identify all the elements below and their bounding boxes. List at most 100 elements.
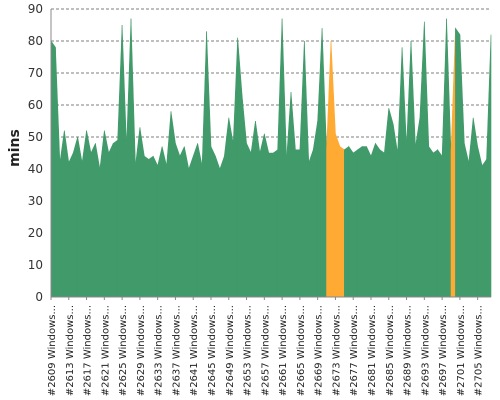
area-segment bbox=[304, 40, 310, 298]
area-segment bbox=[437, 148, 443, 298]
area-segment bbox=[477, 146, 483, 298]
area-segment bbox=[179, 146, 185, 298]
area-segment bbox=[366, 146, 372, 298]
x-tick-label: #2689 Windows... bbox=[403, 305, 414, 396]
x-tick-label: #2621 Windows... bbox=[100, 305, 111, 396]
area-segment bbox=[250, 120, 256, 298]
area-segment bbox=[281, 18, 287, 298]
area-segment bbox=[446, 18, 452, 298]
area-segment bbox=[428, 145, 434, 298]
area-segment bbox=[68, 152, 74, 298]
area-segment bbox=[81, 130, 87, 298]
area-segment bbox=[72, 136, 78, 298]
area-segment bbox=[215, 156, 221, 298]
area-segment bbox=[344, 146, 350, 298]
area-segment-highlight bbox=[450, 28, 456, 298]
y-tick-label: 20 bbox=[28, 226, 43, 240]
area-segment bbox=[224, 117, 230, 298]
y-tick-label: 60 bbox=[28, 98, 43, 112]
area-segment bbox=[112, 139, 118, 298]
area-segment bbox=[232, 37, 238, 298]
x-tick-label: #2625 Windows... bbox=[118, 305, 129, 396]
x-tick-label: #2665 Windows... bbox=[296, 305, 307, 396]
area-segment bbox=[384, 108, 390, 298]
area-segment bbox=[135, 127, 141, 298]
area-segment bbox=[210, 146, 216, 298]
y-tick-label: 50 bbox=[28, 130, 43, 144]
area-segment bbox=[139, 127, 145, 298]
x-tick-label: #2653 Windows... bbox=[243, 305, 254, 396]
y-tick-label: 30 bbox=[28, 194, 43, 208]
area-segment bbox=[108, 143, 114, 298]
area-segment bbox=[317, 28, 323, 298]
area-segment bbox=[406, 40, 412, 298]
area-segment bbox=[419, 21, 425, 298]
area-segment bbox=[312, 120, 318, 298]
x-tick-label: #2669 Windows... bbox=[314, 305, 325, 396]
area-segment bbox=[201, 31, 207, 298]
area-segment bbox=[268, 152, 274, 298]
area-segment bbox=[161, 146, 167, 298]
area-segment bbox=[59, 130, 65, 298]
area-segment bbox=[241, 95, 247, 298]
area-series bbox=[50, 18, 492, 298]
area-segment bbox=[148, 155, 154, 298]
x-tick-label: #2613 Windows... bbox=[65, 305, 76, 396]
y-tick-label: 80 bbox=[28, 34, 43, 48]
area-segment bbox=[157, 146, 163, 298]
area-segment bbox=[152, 156, 158, 298]
area-segment bbox=[388, 108, 394, 298]
x-tick-label: #2637 Windows... bbox=[171, 305, 182, 396]
area-segment bbox=[290, 92, 296, 298]
area-segment bbox=[144, 155, 150, 298]
area-segment bbox=[375, 142, 381, 298]
area-segment bbox=[166, 111, 172, 298]
area-segment bbox=[468, 117, 474, 298]
area-segment bbox=[219, 156, 225, 298]
x-tick-label: #2629 Windows... bbox=[136, 305, 147, 396]
y-tick-label: 40 bbox=[28, 162, 43, 176]
x-tick-label: #2677 Windows... bbox=[349, 305, 360, 396]
area-segment bbox=[264, 133, 270, 298]
area-segment bbox=[361, 146, 367, 298]
x-tick-label: #2609 Windows... bbox=[47, 305, 58, 396]
area-segment bbox=[90, 143, 96, 298]
x-tick-label: #2661 Windows... bbox=[278, 305, 289, 396]
area-segment bbox=[321, 28, 327, 298]
area-segment-highlight bbox=[330, 40, 336, 298]
area-segment-highlight bbox=[335, 133, 341, 298]
area-segment bbox=[348, 145, 354, 298]
area-segment bbox=[188, 156, 194, 298]
area-segment bbox=[175, 143, 181, 298]
area-segment bbox=[170, 111, 176, 298]
x-tick-label: #2649 Windows... bbox=[225, 305, 236, 396]
area-segment bbox=[55, 47, 61, 298]
area-segment bbox=[379, 149, 385, 298]
area-segment bbox=[481, 158, 487, 298]
area-segment bbox=[77, 136, 83, 298]
area-segment bbox=[455, 27, 461, 298]
area-segment bbox=[472, 117, 478, 298]
area-segment bbox=[352, 149, 358, 298]
area-segment bbox=[255, 120, 261, 298]
area-segment bbox=[104, 130, 110, 298]
area-segment bbox=[259, 133, 265, 298]
area-segment bbox=[95, 143, 101, 298]
x-tick-label: #2697 Windows... bbox=[438, 305, 449, 396]
y-tick-label: 10 bbox=[28, 258, 43, 272]
area-segment bbox=[99, 130, 105, 298]
x-tick-label: #2681 Windows... bbox=[367, 305, 378, 396]
x-tick-label: #2645 Windows... bbox=[207, 305, 218, 396]
area-segment bbox=[126, 18, 132, 298]
x-tick-label: #2617 Windows... bbox=[83, 305, 94, 396]
y-tick-label: 70 bbox=[28, 66, 43, 80]
area-segment bbox=[121, 24, 127, 298]
area-segment bbox=[277, 18, 283, 298]
area-segment bbox=[272, 149, 278, 298]
area-segment bbox=[50, 40, 56, 298]
x-tick-label: #2701 Windows... bbox=[456, 305, 467, 396]
area-segment bbox=[357, 146, 363, 298]
area-segment bbox=[299, 40, 305, 298]
area-segment bbox=[130, 18, 136, 298]
area-segment bbox=[184, 146, 190, 298]
